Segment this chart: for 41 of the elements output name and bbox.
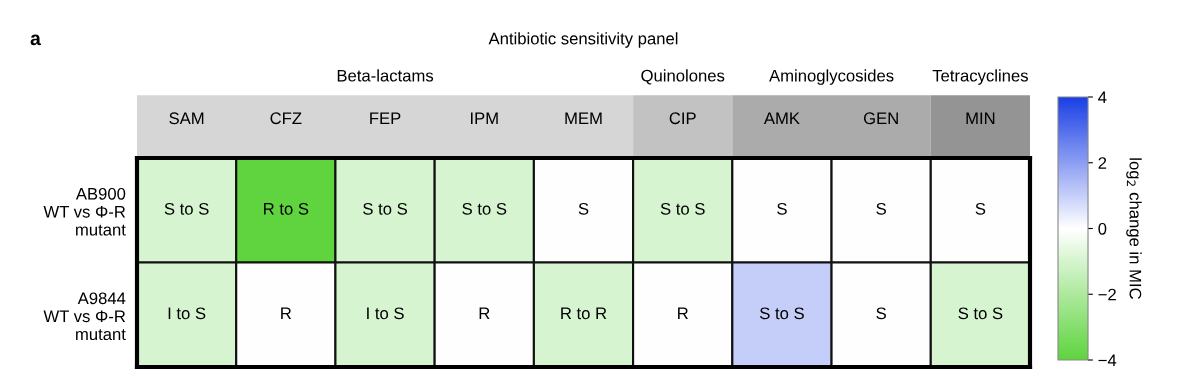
color-bar-label: −2 (1098, 288, 1116, 301)
data-label: R (281, 307, 292, 320)
data-label: S to S (164, 202, 209, 215)
text: Beta-lactams (337, 69, 434, 82)
text: Tetracyclines (932, 69, 1028, 85)
x-tick-label: CFZ (270, 112, 302, 125)
x-tick-label: MEM (565, 112, 602, 124)
x-tick-label: GEN (863, 112, 898, 125)
y-tick-label: A9844 WT vs Φ-R mutant (43, 292, 126, 341)
data-label: S (777, 202, 787, 215)
data-label: I to S (367, 307, 404, 320)
data-label: S to S (363, 202, 407, 215)
data-label: S to S (660, 202, 705, 215)
data-label: S (876, 202, 886, 215)
color-bar-label: 4 (1098, 91, 1107, 104)
color-bar-label: 0 (1098, 222, 1107, 235)
x-tick-label: CIP (669, 112, 696, 125)
data-label: S to S (760, 307, 804, 320)
x-tick-label: SAM (169, 112, 204, 125)
data-label: S (975, 202, 986, 215)
data-label: R to R (561, 307, 607, 320)
color-bar-title: log$_{2}$ change in MIC (1126, 158, 1142, 299)
text: a (30, 34, 41, 46)
x-tick-label: MIN (966, 112, 995, 124)
data-label: S (876, 307, 886, 320)
data-label: R (479, 307, 490, 320)
x-tick-label: IPM (471, 112, 498, 124)
data-label: R (678, 307, 688, 320)
text: Quinolones (641, 69, 725, 85)
x-tick-label: FEP (370, 112, 401, 124)
x-tick-label: AMK (763, 112, 800, 124)
text: Aminoglycosides (769, 69, 894, 85)
data-label: S to S (958, 307, 1003, 320)
color-bar-label: −4 (1098, 354, 1117, 367)
y-tick-label: AB900 WT vs Φ-R mutant (43, 187, 126, 236)
data-label: S to S (462, 202, 507, 215)
data-label: I to S (168, 307, 206, 320)
data-label: S (578, 202, 589, 215)
chart-title: Antibiotic sensitivity panel (488, 32, 678, 48)
data-label: R to S (264, 202, 309, 215)
color-bar-label: 2 (1098, 157, 1107, 169)
